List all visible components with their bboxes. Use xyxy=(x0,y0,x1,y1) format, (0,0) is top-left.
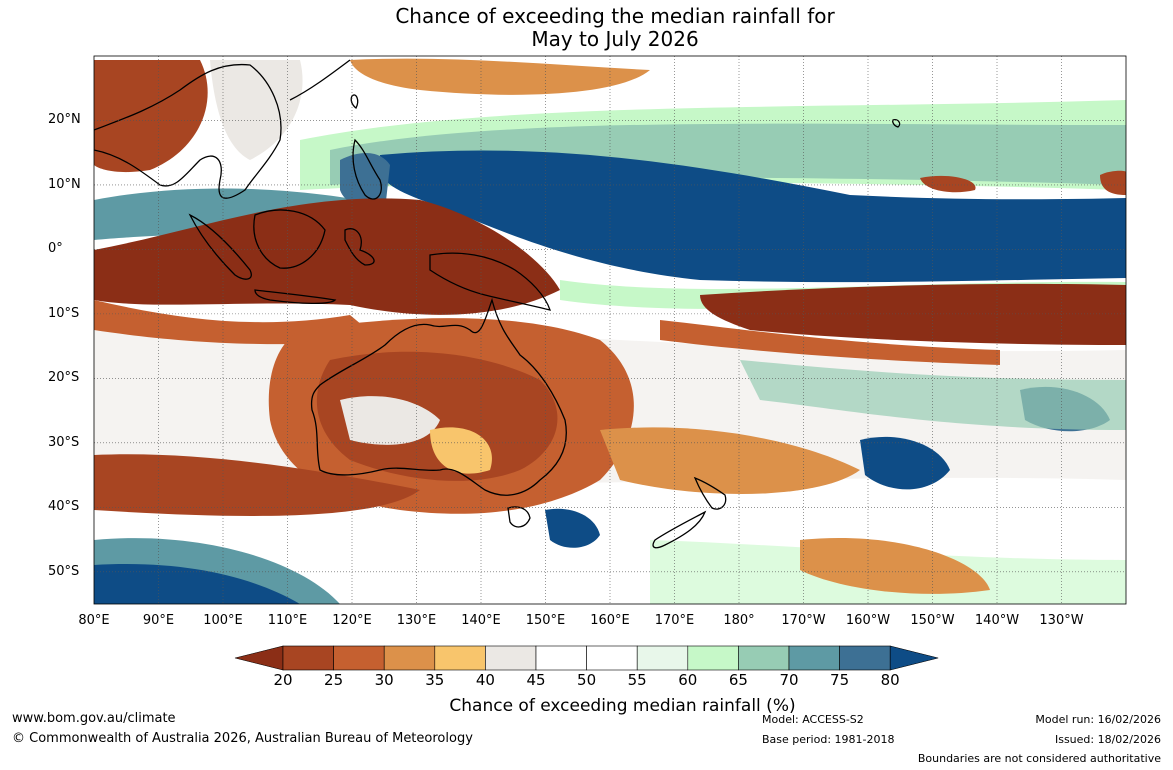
longitude-label: 170°E xyxy=(654,613,695,628)
colorbar xyxy=(234,645,939,671)
longitude-label: 140°W xyxy=(974,613,1020,628)
coastlines xyxy=(94,59,901,549)
colorbar-segment xyxy=(839,645,891,671)
colorbar-tick-label: 75 xyxy=(830,671,850,689)
colorbar-segment xyxy=(738,645,790,671)
colorbar-segment xyxy=(636,645,689,671)
latitude-label: 50°S xyxy=(48,563,80,579)
map-title-line1: Chance of exceeding the median rainfall … xyxy=(395,4,835,28)
longitude-label: 130°E xyxy=(396,613,437,628)
new-zealand-south-coastline xyxy=(652,510,707,549)
latitude-label: 40°S xyxy=(48,499,80,515)
boundaries-disclaimer: Boundaries are not considered authoritat… xyxy=(917,752,1161,765)
longitude-label: 140°E xyxy=(461,613,501,628)
colorbar-segment xyxy=(788,645,840,671)
colorbar-segment xyxy=(586,645,638,671)
colorbar-tick-label: 55 xyxy=(627,671,647,689)
asia-east-coastline xyxy=(289,59,351,101)
new-guinea-coastline xyxy=(429,252,551,311)
issued-date: Issued: 18/02/2026 xyxy=(1054,733,1161,746)
longitude-label: 80°E xyxy=(78,613,110,628)
colorbar-tick-label: 50 xyxy=(577,671,597,689)
longitude-label: 180° xyxy=(723,613,755,628)
new-zealand-north-coastline xyxy=(693,476,727,510)
colorbar-segment xyxy=(434,645,486,671)
model-name: Model: ACCESS-S2 xyxy=(762,713,864,726)
map-frame xyxy=(93,55,1127,605)
borneo-coastline xyxy=(253,209,326,269)
colorbar-label: Chance of exceeding median rainfall (%) xyxy=(449,696,796,716)
longitude-label: 150°E xyxy=(525,613,566,628)
longitude-label: 160°E xyxy=(590,613,630,628)
taiwan-coastline xyxy=(350,94,359,109)
longitude-label: 100°E xyxy=(203,613,243,628)
latitude-label: 10°S xyxy=(48,305,80,321)
longitude-label: 120°E xyxy=(332,613,372,628)
colorbar-tick-label: 40 xyxy=(475,671,495,689)
map-title-line2: May to July 2026 xyxy=(531,27,699,51)
java-coastline xyxy=(254,289,337,305)
model-run: Model run: 16/02/2026 xyxy=(1035,713,1161,726)
longitude-label: 150°W xyxy=(910,613,955,628)
longitude-label: 160°W xyxy=(845,613,891,628)
latitude-label: 10°N xyxy=(48,176,81,192)
latitude-label: 0° xyxy=(48,241,63,257)
colorbar-tick-label: 30 xyxy=(374,671,394,689)
colorbar-tick-label: 35 xyxy=(425,671,445,689)
sulawesi-coastline xyxy=(344,228,375,266)
colorbar-tick-label: 70 xyxy=(779,671,799,689)
colorbar-segment xyxy=(687,645,739,671)
colorbar-tick-label: 20 xyxy=(273,671,293,689)
colorbar-tick-label: 65 xyxy=(728,671,748,689)
colorbar-segment xyxy=(282,645,334,671)
copyright-text: © Commonwealth of Australia 2026, Austra… xyxy=(12,731,473,746)
longitude-label: 110°E xyxy=(267,613,308,628)
latitude-label: 30°S xyxy=(48,434,80,450)
longitude-label: 90°E xyxy=(142,613,175,628)
website-link[interactable]: www.bom.gov.au/climate xyxy=(12,711,176,726)
hawaii-coastline xyxy=(892,118,901,128)
colorbar-tick-label: 80 xyxy=(880,671,900,689)
australia-coastline xyxy=(310,297,567,496)
colorbar-segment xyxy=(333,645,385,671)
sumatra-coastline xyxy=(188,213,252,280)
colorbar-segment xyxy=(485,645,537,671)
colorbar-tick-label: 45 xyxy=(526,671,546,689)
graticule xyxy=(94,56,1126,604)
base-period: Base period: 1981-2018 xyxy=(762,733,895,746)
colorbar-tick-label: 60 xyxy=(678,671,698,689)
colorbar-upper-extend xyxy=(889,645,939,671)
latitude-label: 20°S xyxy=(48,370,80,386)
colorbar-tick-label: 25 xyxy=(324,671,344,689)
longitude-label: 130°W xyxy=(1039,613,1084,628)
colorbar-lower-extend xyxy=(234,645,284,671)
colorbar-segment xyxy=(383,645,436,671)
philippines-coastline xyxy=(352,138,382,200)
latitude-label: 20°N xyxy=(48,112,81,128)
longitude-label: 170°W xyxy=(781,613,826,628)
colorbar-segment xyxy=(535,645,587,671)
southeast-asia-coastline xyxy=(94,63,282,199)
